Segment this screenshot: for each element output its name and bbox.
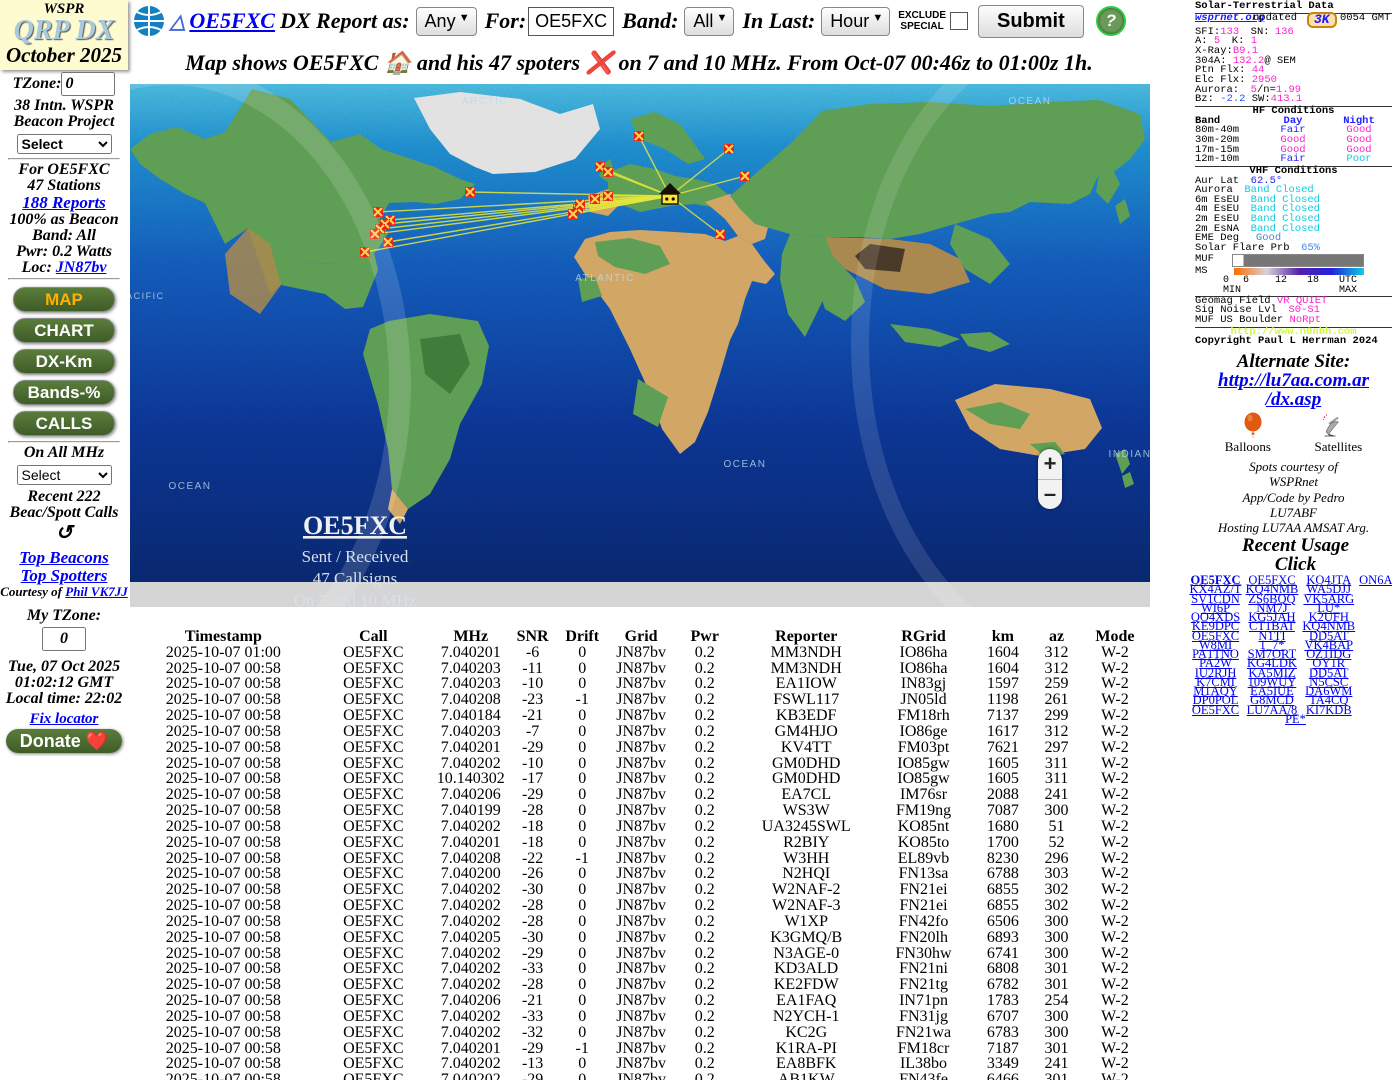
svg-text:On 7 and 10 MHz: On 7 and 10 MHz <box>294 591 417 607</box>
svg-text:OCEAN: OCEAN <box>168 481 211 492</box>
svg-text:OCEAN: OCEAN <box>723 459 766 470</box>
svg-text:47 Callsigns: 47 Callsigns <box>313 569 398 588</box>
svg-text:ARCTIC: ARCTIC <box>462 96 508 107</box>
svg-text:Sent / Received: Sent / Received <box>302 547 409 566</box>
svg-text:OE5FXC: OE5FXC <box>303 511 407 540</box>
svg-text:INDIAN: INDIAN <box>1109 449 1150 460</box>
svg-text:ATLANTIC: ATLANTIC <box>575 273 635 284</box>
svg-text:OCEAN: OCEAN <box>1008 96 1051 107</box>
svg-text:PACIFIC: PACIFIC <box>130 291 165 301</box>
